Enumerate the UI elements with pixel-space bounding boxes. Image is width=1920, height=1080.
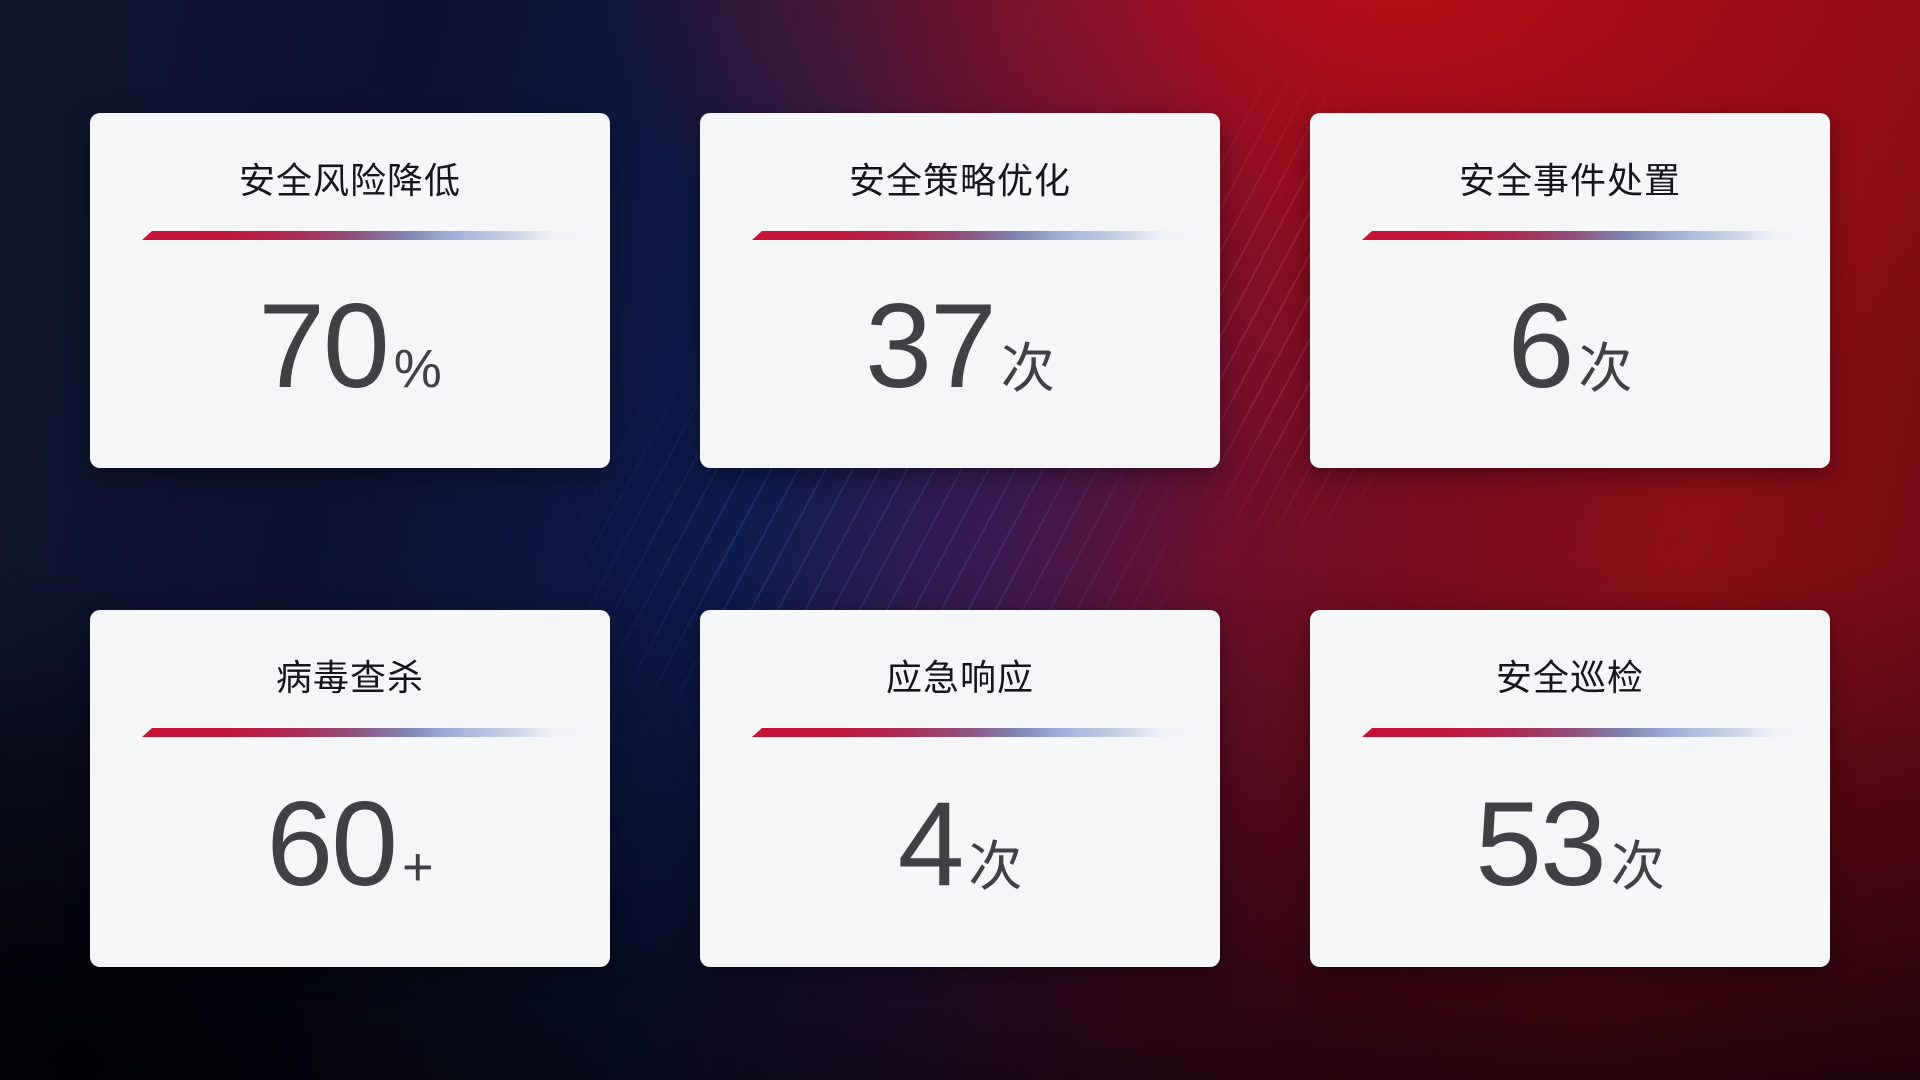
stat-value-area: 70 % — [90, 240, 610, 468]
stat-card: 安全风险降低 70 % — [90, 113, 610, 468]
stat-value-area: 4 次 — [700, 737, 1220, 967]
stat-card: 病毒查杀 60 + — [90, 610, 610, 967]
stat-value: 60 — [266, 777, 397, 911]
stat-value-row: 37 次 — [865, 286, 1054, 406]
stat-card-title: 病毒查杀 — [275, 657, 424, 698]
stat-value-suffix: 次 — [1578, 339, 1633, 399]
stat-card: 安全策略优化 37 次 — [700, 113, 1220, 468]
divider-gradient-line — [752, 728, 1206, 737]
stat-value-row: 70 % — [258, 286, 442, 406]
stat-value: 53 — [1475, 777, 1606, 911]
stat-card-title: 安全巡检 — [1495, 657, 1644, 698]
stat-card: 安全巡检 53 次 — [1310, 610, 1830, 967]
divider-gradient-line — [142, 728, 596, 737]
stat-value-suffix: 次 — [1610, 837, 1665, 897]
stat-value-row: 6 次 — [1508, 286, 1633, 406]
stat-value-row: 60 + — [266, 784, 433, 904]
stat-value-area: 53 次 — [1310, 737, 1830, 967]
stat-card-title: 应急响应 — [885, 657, 1034, 698]
stat-value-suffix: + — [401, 837, 434, 897]
stat-value: 4 — [897, 777, 965, 911]
stat-value-suffix: 次 — [1000, 339, 1055, 399]
stat-value-area: 60 + — [90, 737, 610, 967]
divider-gradient-line — [142, 231, 596, 240]
stat-card-title: 安全策略优化 — [848, 160, 1071, 201]
stat-value: 6 — [1507, 279, 1575, 413]
stat-value-suffix: % — [393, 339, 442, 399]
divider-gradient-line — [752, 231, 1206, 240]
stat-card-title: 安全事件处置 — [1458, 160, 1681, 201]
stat-card: 应急响应 4 次 — [700, 610, 1220, 967]
stat-value: 37 — [865, 279, 996, 413]
stat-value-row: 53 次 — [1475, 784, 1664, 904]
stat-card: 安全事件处置 6 次 — [1310, 113, 1830, 468]
divider-gradient-line — [1362, 231, 1816, 240]
stat-value-row: 4 次 — [898, 784, 1023, 904]
stat-value-suffix: 次 — [968, 837, 1023, 897]
stat-value: 70 — [258, 279, 389, 413]
stat-value-area: 6 次 — [1310, 240, 1830, 468]
stat-value-area: 37 次 — [700, 240, 1220, 468]
divider-gradient-line — [1362, 728, 1816, 737]
stat-card-title: 安全风险降低 — [238, 160, 461, 201]
